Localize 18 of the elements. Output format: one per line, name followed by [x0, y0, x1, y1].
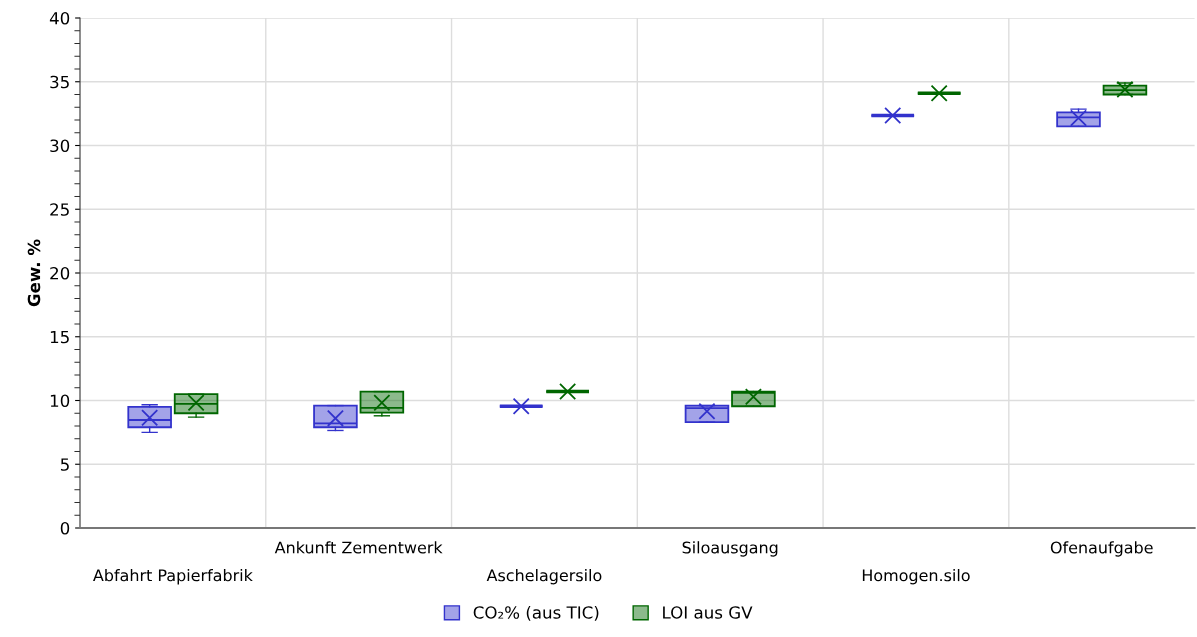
x-tick-label: Aschelagersilo [486, 568, 602, 585]
x-tick-label: Homogen.silo [862, 568, 970, 585]
legend-label: CO₂% (aus TIC) [473, 605, 599, 621]
y-tick-label: 10 [50, 394, 70, 408]
y-tick-label: 0 [60, 521, 70, 535]
x-tick-label: Ankunft Zementwerk [274, 541, 443, 554]
x-tick-label: Siloausgang [682, 541, 778, 557]
y-tick-label: 35 [50, 75, 69, 89]
x-tick-label: Abfahrt Papierfabrik [93, 568, 253, 585]
x-tick-label: Ofenaufgabe [1050, 541, 1153, 557]
y-tick-label: 15 [50, 330, 69, 344]
y-tick-label: 20 [50, 266, 70, 280]
y-axis-title: Gew. % [27, 239, 41, 307]
y-tick-label: 25 [50, 203, 69, 216]
y-tick-label: 40 [49, 11, 70, 25]
y-tick-label: 30 [50, 139, 70, 153]
legend-label: LOI aus GV [663, 606, 753, 619]
y-tick-label: 5 [60, 458, 69, 471]
